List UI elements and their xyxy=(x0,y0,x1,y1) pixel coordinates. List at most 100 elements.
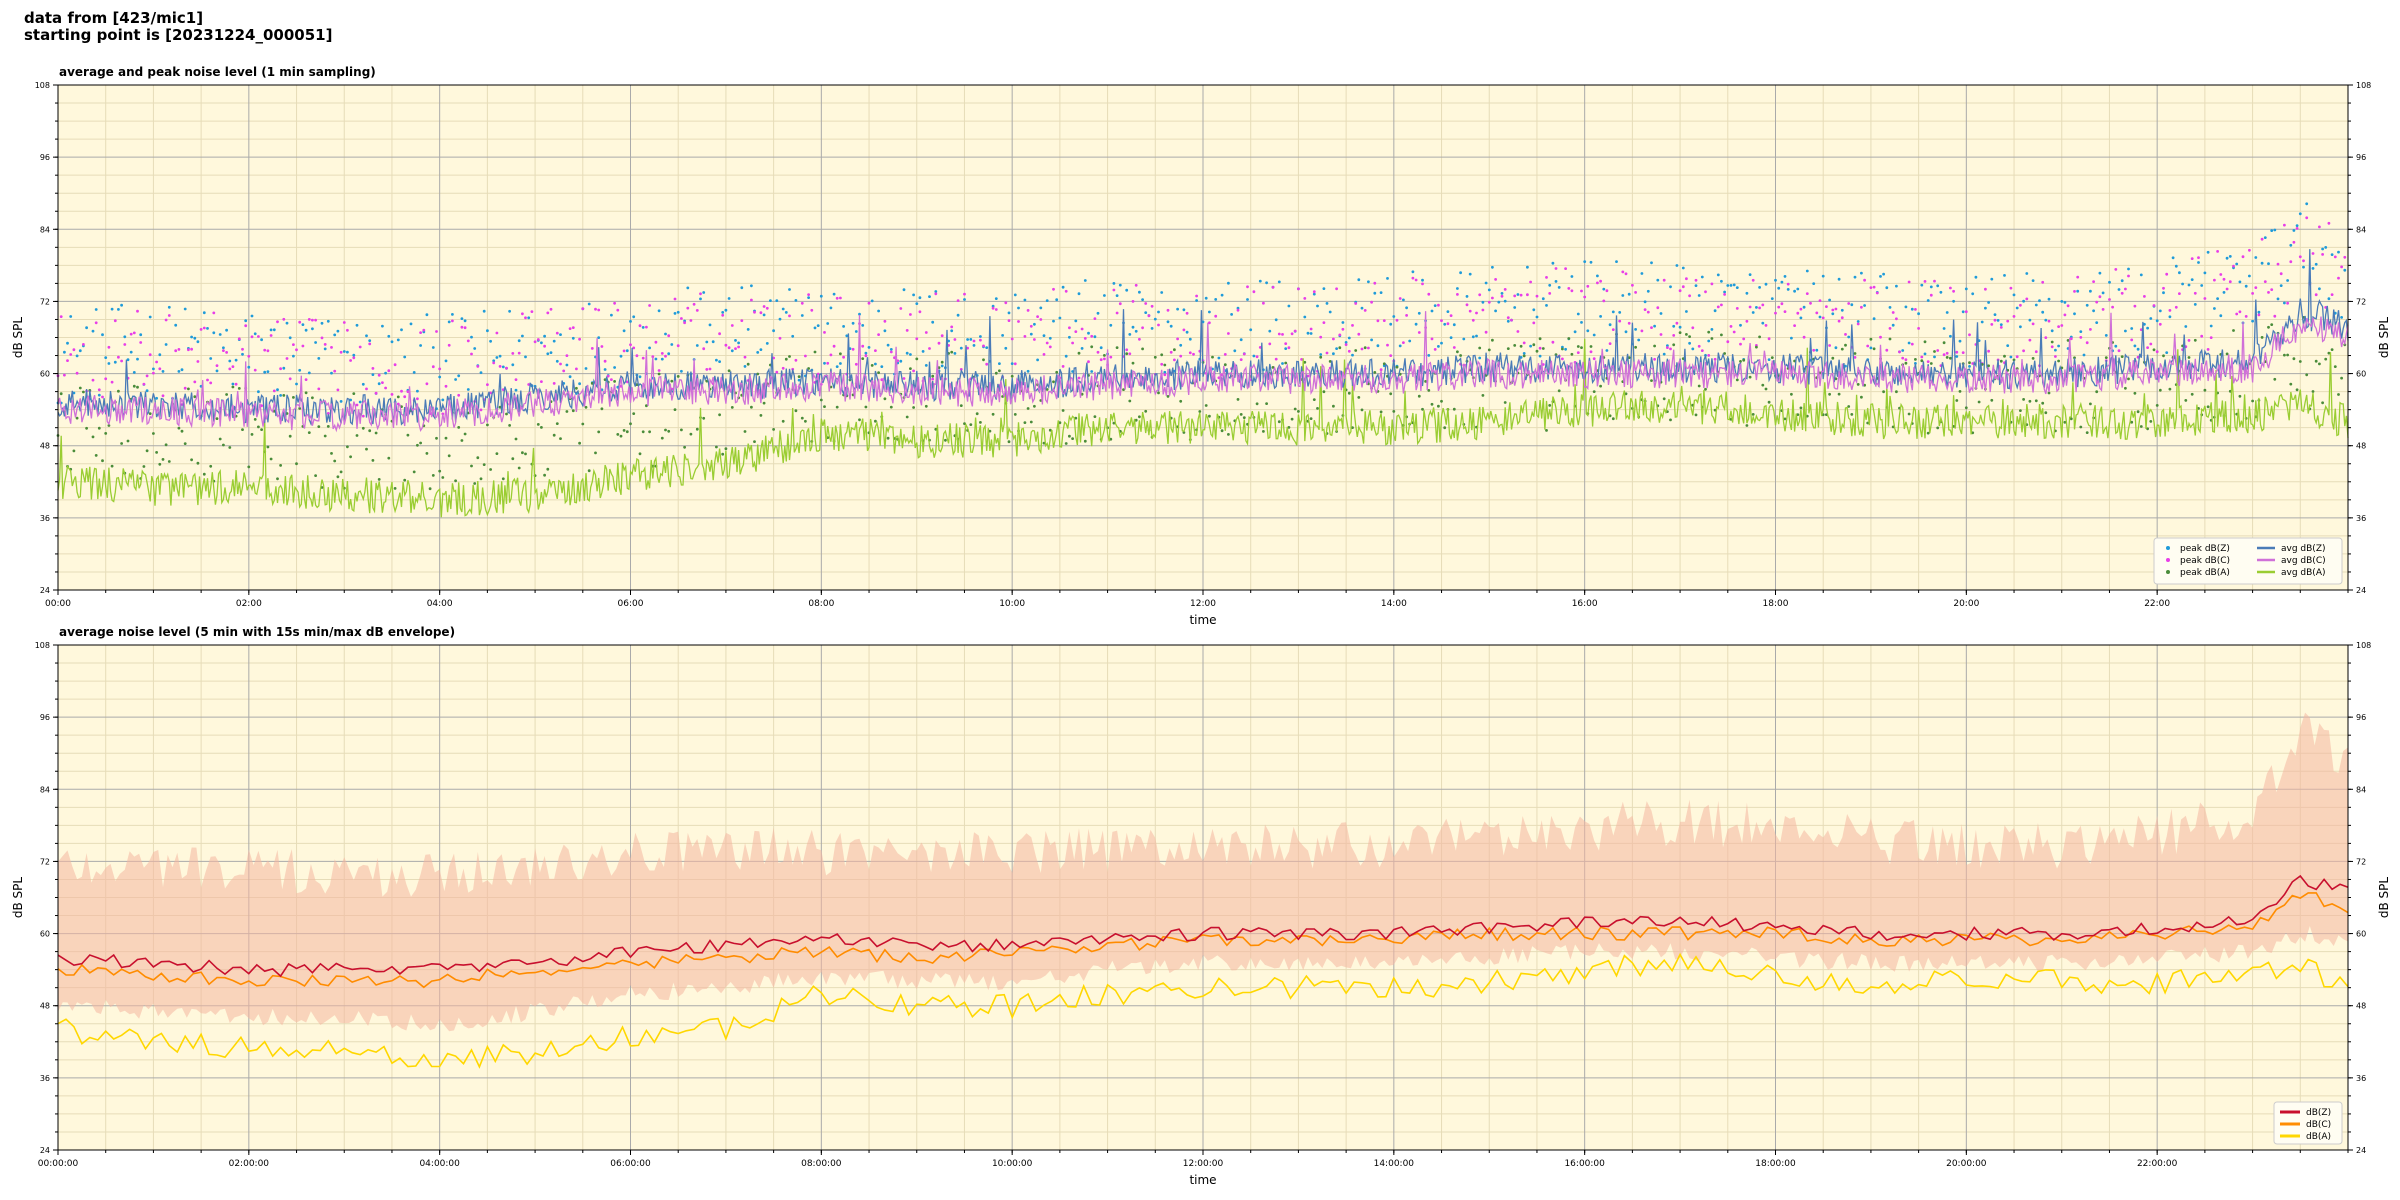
c1-peak-dot xyxy=(874,419,877,423)
c1-peak-dot xyxy=(2235,312,2239,316)
c1-peak-dot xyxy=(1618,311,1622,314)
c1-peak-dot xyxy=(212,331,216,335)
c1-peak-dot xyxy=(1942,353,1946,357)
c1-peak-dot xyxy=(673,408,677,411)
c1-peak-dot xyxy=(578,441,581,445)
c1-peak-dot xyxy=(237,387,241,390)
c1-peak-dot xyxy=(1554,280,1558,283)
c1-peak-dot xyxy=(361,382,365,386)
c1-peak-dot xyxy=(495,452,499,455)
c1-xtick-label: 16:00 xyxy=(1572,599,1598,609)
c1-peak-dot xyxy=(349,359,352,362)
c1-peak-dot xyxy=(1443,426,1447,430)
c1-peak-dot xyxy=(724,447,728,451)
c1-peak-dot xyxy=(2146,326,2150,330)
c1-peak-dot xyxy=(2066,304,2070,308)
c1-peak-dot xyxy=(883,397,887,401)
c1-peak-dot xyxy=(549,307,553,311)
c1-peak-dot xyxy=(1646,310,1650,314)
c1-peak-dot xyxy=(1118,302,1122,306)
c2-legend-label: dB(C) xyxy=(2306,1120,2331,1130)
c1-peak-dot xyxy=(2034,350,2038,354)
c1-peak-dot xyxy=(902,377,906,380)
c1-peak-dot xyxy=(1786,282,1790,286)
c1-peak-dot xyxy=(69,315,73,318)
c1-peak-dot xyxy=(2127,377,2130,381)
c1-peak-dot xyxy=(314,318,317,322)
c1-peak-dot xyxy=(800,416,804,420)
c1-peak-dot xyxy=(1561,357,1564,361)
c1-peak-dot xyxy=(1363,309,1367,312)
c1-peak-dot xyxy=(540,426,543,429)
c1-peak-dot xyxy=(320,321,324,325)
c1-legend-label: peak dB(C) xyxy=(2180,556,2230,566)
c1-peak-dot xyxy=(495,356,499,359)
c1-peak-dot xyxy=(1847,405,1851,408)
c1-peak-dot xyxy=(438,469,442,473)
c1-peak-dot xyxy=(772,428,775,431)
c1-peak-dot xyxy=(555,359,559,363)
c1-peak-dot xyxy=(727,346,731,350)
c1-peak-dot xyxy=(784,357,788,361)
c1-peak-dot xyxy=(1650,379,1653,382)
c1-peak-dot xyxy=(858,418,861,422)
c1-peak-dot xyxy=(864,351,868,355)
c1-peak-dot xyxy=(1500,294,1504,298)
c1-peak-dot xyxy=(2254,256,2258,259)
c1-peak-dot xyxy=(2146,427,2150,431)
c1-peak-dot xyxy=(1971,292,1975,296)
c1-peak-dot xyxy=(2295,224,2299,228)
c1-peak-dot xyxy=(994,308,998,311)
c1-peak-dot xyxy=(762,401,766,405)
c1-peak-dot xyxy=(234,382,238,386)
c1-peak-dot xyxy=(695,309,699,312)
c1-peak-dot xyxy=(784,311,788,314)
c1-peak-dot xyxy=(2219,273,2223,276)
c1-peak-dot xyxy=(2225,287,2229,291)
c1-peak-dot xyxy=(991,412,995,416)
c1-peak-dot xyxy=(1360,408,1364,412)
c1-peak-dot xyxy=(2340,265,2344,269)
c1-peak-dot xyxy=(1551,340,1555,344)
c1-xtick-label: 06:00 xyxy=(618,599,644,609)
c1-peak-dot xyxy=(527,383,531,386)
c1-peak-dot xyxy=(1109,323,1113,327)
c1-peak-dot xyxy=(498,365,502,368)
c1-peak-dot xyxy=(2069,337,2073,341)
c1-peak-dot xyxy=(1188,337,1192,341)
c1-peak-dot xyxy=(743,430,747,433)
c1-peak-dot xyxy=(886,343,890,347)
c1-peak-dot xyxy=(454,479,457,483)
c1-peak-dot xyxy=(1586,284,1590,288)
c1-peak-dot xyxy=(1427,389,1431,392)
c1-peak-dot xyxy=(222,349,225,352)
c1-peak-dot xyxy=(2324,357,2328,361)
c1-peak-dot xyxy=(934,292,938,296)
c1-peak-dot xyxy=(1166,395,1170,398)
c1-peak-dot xyxy=(1131,325,1135,329)
c1-peak-dot xyxy=(1153,317,1157,321)
c1-peak-dot xyxy=(1389,322,1393,326)
c1-peak-dot xyxy=(1271,285,1275,289)
c1-peak-dot xyxy=(1758,286,1761,289)
c1-peak-dot xyxy=(756,372,760,376)
c1-peak-dot xyxy=(180,368,184,372)
c1-peak-dot xyxy=(708,323,712,327)
c1-peak-dot xyxy=(1532,321,1536,325)
c1-peak-dot xyxy=(365,334,368,338)
c1-peak-dot xyxy=(2041,280,2045,284)
c1-title: average and peak noise level (1 min samp… xyxy=(59,65,376,79)
c1-peak-dot xyxy=(1933,279,1936,283)
c1-peak-dot xyxy=(1764,387,1768,391)
c1-peak-dot xyxy=(1793,289,1796,293)
c1-peak-dot xyxy=(867,301,871,305)
c1-peak-dot xyxy=(266,370,270,373)
c1-peak-dot xyxy=(247,465,251,469)
c1-peak-dot xyxy=(800,314,804,317)
c1-peak-dot xyxy=(419,331,422,334)
c1-peak-dot xyxy=(1694,284,1698,287)
c1-peak-dot xyxy=(2158,388,2162,392)
c1-peak-dot xyxy=(1398,344,1402,348)
c1-peak-dot xyxy=(597,430,601,434)
c1-peak-dot xyxy=(1242,352,1246,356)
